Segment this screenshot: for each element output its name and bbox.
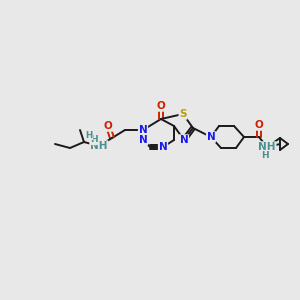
Text: NH: NH	[90, 141, 108, 151]
Text: S: S	[179, 109, 187, 119]
Text: N: N	[207, 132, 215, 142]
Text: N: N	[180, 135, 188, 145]
Text: H: H	[261, 151, 269, 160]
Text: N: N	[139, 135, 147, 145]
Text: O: O	[157, 101, 165, 111]
Text: H: H	[90, 136, 98, 145]
Text: NH: NH	[258, 142, 276, 152]
Text: O: O	[255, 120, 263, 130]
Text: N: N	[159, 142, 167, 152]
Text: H: H	[85, 130, 93, 140]
Text: N: N	[139, 125, 147, 135]
Text: O: O	[103, 121, 112, 131]
